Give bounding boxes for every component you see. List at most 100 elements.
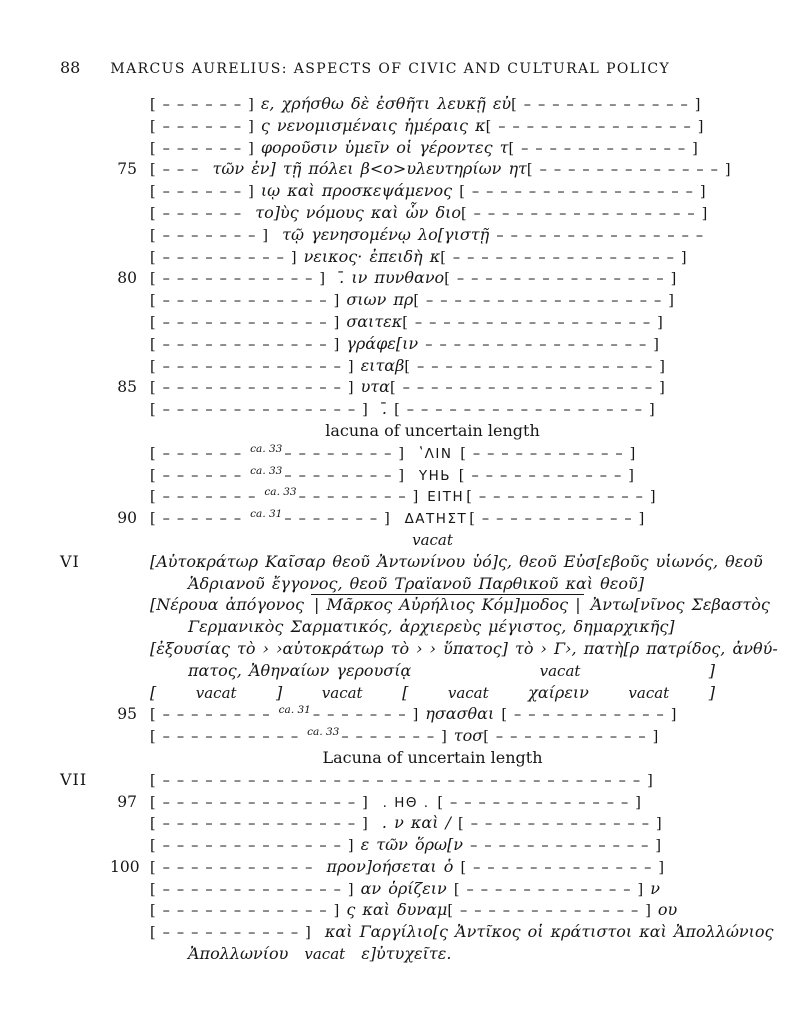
approx-letter-count: ca. 31: [250, 508, 283, 521]
line-content: lacuna of uncertain length: [150, 421, 715, 440]
lacuna-dashes: [–––––––––––––]: [458, 816, 669, 833]
transcription-line: VII [––––––––––––––––––––––––––––––––––]: [60, 770, 715, 792]
line-content: [–––––––––]νεικος· ἐπειδὴ κ[––––––––––––…: [150, 247, 715, 266]
line-content: [–––––––– ca. 31 –––––––]ησασθαι [––––––––…: [150, 704, 715, 723]
transcription-line: 90 [–––––– ca. 31 –––––––] ΔΑΤΗΣΤ [–––––––––…: [60, 508, 715, 530]
lacuna-dashes: [–––––––––––]: [469, 511, 652, 528]
greek-text: .̄: [374, 399, 395, 419]
vacat-label: vacat: [412, 530, 453, 549]
transcription-line: [–––––––––––––]ε τῶν ὅρω[ν –––––––––––––…: [60, 835, 715, 857]
line-content: vacat: [150, 530, 715, 549]
line-content: Γερμανικὸς Σαρματικός, ἀρχιερεὺς μέγιστο…: [150, 617, 715, 636]
line-content: Ἀπολλωνίου vacat ε]ὐτυχεῖτε.: [150, 944, 715, 963]
lacuna-dashes: [–––––––––––––––––]: [404, 358, 672, 375]
line-number: 80: [117, 269, 137, 288]
lacuna-dashes: [––––––––––––––––]: [440, 249, 694, 266]
lacuna-dashes: [––––––––––––]: [150, 314, 347, 331]
lacuna-dashes: –––––––]: [341, 729, 454, 746]
line-content: [–––––––––––] .̄ ιν πυνθανο[––––––––––––…: [150, 268, 715, 287]
lacuna-dashes: [–––––––––––––––––]: [402, 314, 670, 331]
running-title: MARCUS AURELIUS: ASPECTS OF CIVIC AND CU…: [110, 61, 671, 77]
transcription-line: VI [Αὐτοκράτωρ Καῖσαρ θεοῦ Ἀντωνίνου ὑό]ς…: [60, 551, 763, 574]
line-content: [–––––––] τῷ γενησομένῳ λο[γιστῇ –––––––…: [150, 225, 715, 244]
lacuna-dashes: [––––––––––––––]: [150, 402, 375, 419]
erasure-marked-text: | Μᾶρκος Αὐρήλιος Κόμ]μοδος |: [311, 594, 584, 615]
lacuna-dashes: [––––––––––]: [150, 925, 318, 942]
lacuna-dashes: [–––––––––––––]: [150, 358, 361, 375]
lacuna-dashes: [––––––––––––]: [150, 293, 347, 310]
lacuna-dashes: ––––––––]: [298, 489, 426, 506]
lacuna-dashes: [–––––––: [150, 489, 263, 506]
transcription-line: [––––––]ε, χρήσθω δὲ ἐσθῆτι λευκῇ εὐ[–––…: [60, 94, 715, 116]
lacuna-dashes: [––––––––––––––––]: [460, 205, 715, 222]
greek-text: Γερμανικὸς Σαρματικός, ἀρχιερεὺς μέγιστο…: [188, 617, 675, 637]
lacuna-dashes: [––––––: [150, 205, 249, 222]
lacuna-dashes: [––––––––: [150, 707, 277, 724]
greek-text: ου: [657, 900, 678, 920]
transcription-line: [––––––––––––]σιων πρ[–––––––––––––––––]: [60, 290, 715, 312]
greek-text: [: [402, 682, 409, 702]
greek-text: [Νέρουα ἀπόγονος: [150, 595, 312, 615]
lacuna-dashes: [–––: [150, 162, 206, 179]
lacuna-dashes: ––––––––]: [284, 445, 412, 462]
transcription-line: Ἀπολλωνίου vacat ε]ὐτυχεῖτε.: [60, 944, 715, 966]
greek-text: ειταβ: [360, 355, 405, 375]
line-content: [–––––– ca. 33 ––––––––] ʽΛΙΝ [–––––––––––…: [150, 443, 715, 462]
greek-text: καὶ Γαργίλιο[ς Ἀντῖκος οἱ κράτιστοι καὶ …: [317, 922, 774, 942]
transcription-line: [––––––––––] καὶ Γαργίλιο[ς Ἀντῖκος οἱ κ…: [60, 922, 774, 944]
transcription-line: [––––––––––––––] . ν καὶ / [––––––––––––…: [60, 813, 715, 835]
line-content: [–––––– ca. 33 ––––––––] ΥΗЬ [–––––––––––]: [150, 465, 715, 484]
lacuna-dashes: ––––––––––––––––]: [425, 336, 666, 353]
lacuna-dashes: [––––––––––––––––]: [459, 184, 713, 201]
majuscule-traces: ʽΛΙΝ: [413, 445, 459, 462]
section-numeral: VI: [60, 551, 80, 571]
line-content: [––––––––––––––] .̄ [–––––––––––––––––]: [150, 399, 715, 418]
line-content: [––––––––––––––] . ν καὶ / [––––––––––––…: [150, 813, 715, 832]
vacat-label: vacat: [304, 945, 346, 964]
lacuna-dashes: [–––––––––––––––]: [444, 271, 684, 288]
transcription-line: [––––––]φοροῦσιν ὑμεῖν οἱ γέροντες τ[–––…: [60, 138, 715, 160]
line-content: Lacuna of uncertain length: [150, 748, 715, 767]
greek-text: .̄ ιν πυνθανο: [332, 268, 445, 288]
greek-text: πατος, Ἀθηναίων γερουσίᾳ: [188, 660, 412, 680]
greek-text: ν: [650, 878, 660, 898]
lacuna-note: Lacuna of uncertain length: [322, 747, 543, 767]
approx-letter-count: ca. 33: [250, 464, 283, 477]
greek-text: [: [150, 682, 157, 702]
majuscule-traces: ΕΙΤΗ: [427, 489, 465, 506]
line-content: [–––––––––––––]ειταβ[–––––––––––––––––]: [150, 356, 715, 375]
greek-text: χαίρειν: [528, 682, 589, 702]
lacuna-dashes: ––––––––]: [284, 467, 412, 484]
greek-text: τῶν ἐν] τῇ πόλει β<ο>υλευτηρίων ητ: [205, 159, 527, 179]
line-content: [–––––––––––––]ε τῶν ὅρω[ν –––––––––––––…: [150, 835, 715, 854]
page-header: 88 MARCUS AURELIUS: ASPECTS OF CIVIC AND…: [60, 58, 715, 77]
lacuna-dashes: [–––––––––––]: [458, 467, 641, 484]
greek-text: αν ὁρίζειν: [360, 878, 454, 898]
line-content: [–––––– το]ὺς νόμους καὶ ὧν διο[––––––––…: [150, 203, 715, 222]
greek-text: προν]οήσεται ὁ: [319, 856, 461, 876]
transcription-line: [–––––––––––––]αν ὁρίζειν [––––––––––––]…: [60, 879, 715, 901]
greek-text: Ἀντω[νῖνος Σεβαστὸς: [583, 595, 770, 615]
greek-text: τοσ: [453, 726, 484, 746]
lacuna-dashes: [–––––––––––––]: [460, 859, 672, 876]
lacuna-dashes: [––––––––––––]: [466, 489, 663, 506]
transcription-line: Γερμανικὸς Σαρματικός, ἀρχιερεὺς μέγιστο…: [60, 617, 715, 639]
lacuna-dashes: [––––––––––––]: [150, 336, 347, 353]
lacuna-dashes: [––––––––––––]: [508, 140, 705, 157]
greek-text: νεικος· ἐπειδὴ κ: [303, 246, 441, 266]
lacuna-dashes: [––––––: [150, 511, 249, 528]
line-number: 95: [117, 705, 137, 724]
line-content: [ἐξουσίας τὸ › ›αὐτοκράτωρ τὸ › › ὕπατος…: [150, 639, 778, 658]
greek-text: γράφε[ιν: [346, 333, 426, 353]
transcription-line: [––––––]ς νενομισμέναις ἡμέραις κ[––––––…: [60, 116, 715, 138]
lacuna-dashes: [–––––––––––––]: [437, 794, 648, 811]
line-content: [––––––]φοροῦσιν ὑμεῖν οἱ γέροντες τ[–––…: [150, 138, 715, 157]
transcription-line: [––––––––––––]γράφε[ιν ––––––––––––––––]: [60, 334, 715, 356]
greek-text: το]ὺς νόμους καὶ ὧν διο: [248, 202, 461, 222]
line-number: 100: [110, 857, 140, 876]
lacuna-dashes: [–––––––––––]: [150, 271, 333, 288]
transcription-line: lacuna of uncertain length: [60, 421, 715, 443]
transcription-block: [––––––]ε, χρήσθω δὲ ἐσθῆτι λευκῇ εὐ[–––…: [60, 94, 778, 966]
lacuna-dashes: –––––––––––––]: [470, 838, 669, 855]
